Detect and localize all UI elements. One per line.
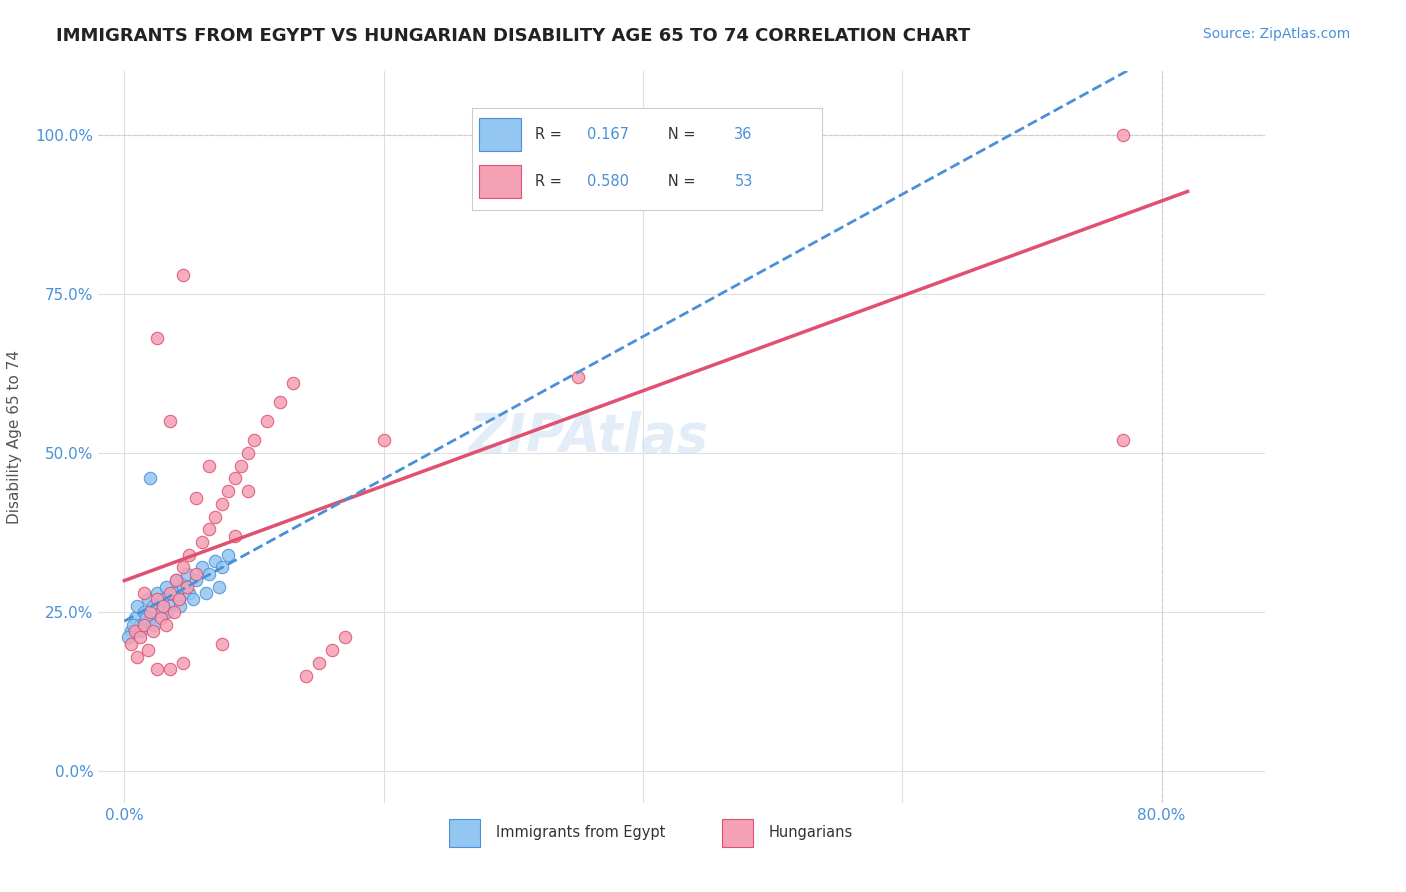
Point (129, 624, 152, 638)
Point (243, 434, 266, 448)
Point (155, 580, 177, 594)
Point (127, 649, 149, 664)
Point (132, 586, 155, 600)
Point (211, 560, 233, 574)
Point (152, 599, 174, 613)
Point (181, 592, 204, 607)
Point (152, 592, 174, 607)
Point (159, 414, 181, 428)
Point (236, 484, 259, 499)
Point (579, 128, 602, 142)
Point (197, 566, 219, 581)
Point (132, 617, 155, 632)
Point (120, 637, 142, 651)
Point (142, 624, 165, 638)
Point (120, 624, 142, 638)
Point (132, 605, 155, 619)
Text: IMMIGRANTS FROM EGYPT VS HUNGARIAN DISABILITY AGE 65 TO 74 CORRELATION CHART: IMMIGRANTS FROM EGYPT VS HUNGARIAN DISAB… (56, 27, 970, 45)
Point (124, 624, 146, 638)
Point (197, 522, 219, 536)
Point (333, 631, 356, 645)
Point (204, 509, 226, 524)
Point (191, 535, 214, 549)
Point (184, 573, 207, 587)
Point (162, 586, 184, 600)
Point (122, 617, 145, 632)
Point (176, 566, 198, 581)
Point (129, 617, 152, 632)
Point (142, 599, 165, 613)
Point (165, 573, 187, 587)
Point (136, 592, 159, 607)
Point (195, 586, 218, 600)
Point (197, 458, 219, 473)
Point (143, 617, 166, 632)
Point (172, 560, 194, 574)
Point (172, 580, 194, 594)
Point (149, 605, 172, 619)
Y-axis label: Disability Age 65 to 74: Disability Age 65 to 74 (7, 350, 21, 524)
Point (169, 599, 191, 613)
Point (204, 554, 226, 568)
Point (256, 414, 278, 428)
Point (217, 548, 239, 562)
Point (129, 631, 152, 645)
Point (135, 611, 157, 625)
Point (567, 369, 589, 384)
Point (139, 611, 162, 625)
Text: ZIPAtlas: ZIPAtlas (468, 411, 709, 463)
Point (167, 592, 190, 607)
Point (1112, 434, 1135, 448)
Point (139, 605, 162, 619)
Point (295, 668, 318, 682)
Point (146, 586, 169, 600)
Point (162, 605, 184, 619)
Point (179, 548, 201, 562)
Point (373, 434, 395, 448)
Point (136, 643, 159, 657)
Point (155, 617, 177, 632)
Point (211, 637, 233, 651)
Point (184, 491, 207, 505)
Text: Source: ZipAtlas.com: Source: ZipAtlas.com (1202, 27, 1350, 41)
Point (224, 471, 246, 485)
Point (208, 580, 231, 594)
Point (146, 662, 169, 676)
Point (172, 656, 194, 670)
Point (229, 458, 252, 473)
Point (159, 586, 181, 600)
Point (236, 446, 259, 460)
Point (156, 605, 179, 619)
Point (172, 268, 194, 282)
Point (269, 395, 291, 409)
Point (159, 599, 181, 613)
Point (191, 560, 214, 574)
Point (165, 573, 187, 587)
Point (117, 631, 139, 645)
Point (139, 471, 162, 485)
Point (146, 331, 169, 345)
Point (179, 586, 201, 600)
Point (176, 580, 198, 594)
Point (1112, 128, 1135, 142)
Point (308, 656, 330, 670)
Point (224, 529, 246, 543)
Point (167, 592, 190, 607)
Point (127, 599, 149, 613)
Point (159, 662, 181, 676)
Point (281, 376, 304, 390)
Point (184, 566, 207, 581)
Point (146, 592, 169, 607)
Point (217, 484, 239, 499)
Point (211, 497, 233, 511)
Point (321, 643, 343, 657)
Point (149, 611, 172, 625)
Point (124, 611, 146, 625)
